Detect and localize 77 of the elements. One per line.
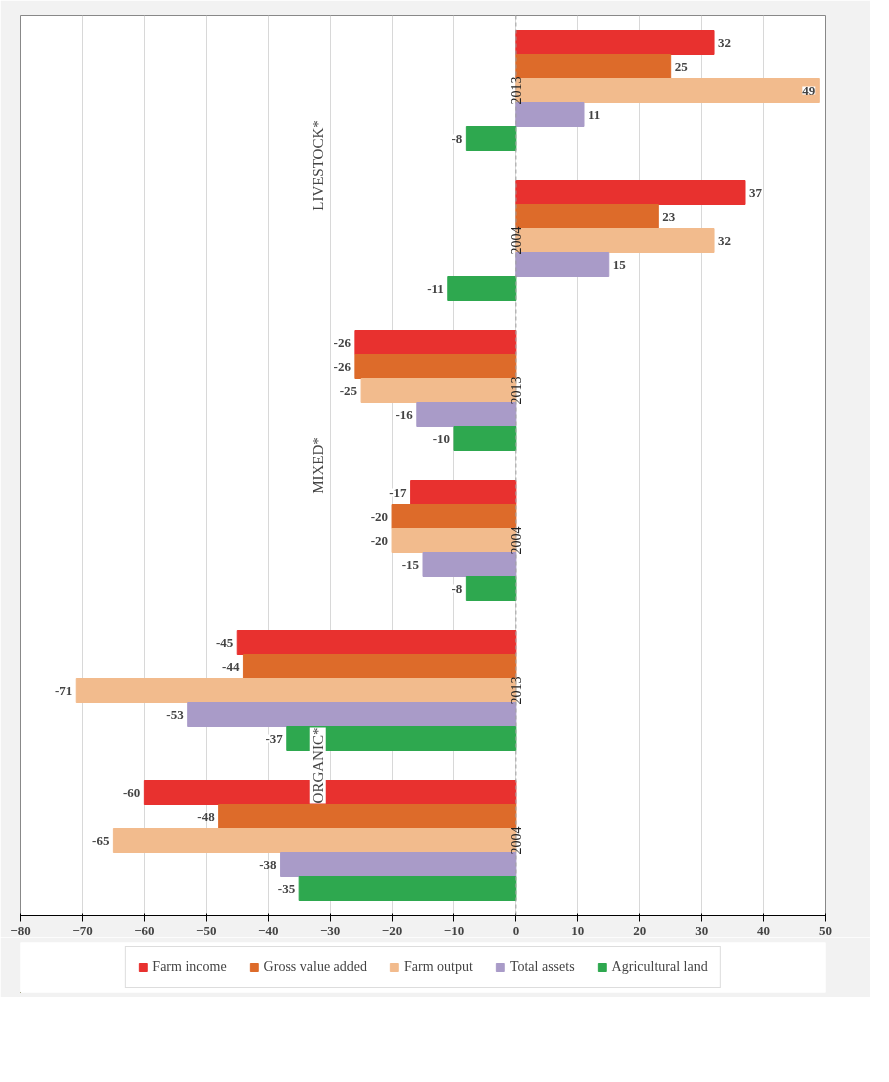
bar	[242, 654, 517, 679]
data-label: -10	[432, 430, 450, 446]
legend-label: Gross value added	[263, 959, 368, 975]
bar	[515, 102, 585, 127]
data-label: -48	[197, 808, 216, 824]
data-label: -65	[92, 832, 110, 848]
bar	[187, 702, 517, 727]
y-tick-label: 2004	[508, 226, 524, 255]
bar	[515, 180, 746, 205]
legend-label: Farm income	[152, 959, 227, 975]
data-label: 23	[662, 208, 676, 224]
x-tick-label: 30	[695, 922, 709, 938]
y-tick-label: 2004	[508, 526, 524, 555]
bar	[515, 30, 715, 55]
data-label: -20	[370, 508, 389, 524]
data-label: -11	[427, 280, 444, 296]
bar	[465, 576, 517, 601]
bar	[515, 54, 672, 79]
bar	[354, 354, 517, 379]
data-label: 15	[612, 256, 627, 272]
y-tick-label: 2013	[508, 676, 524, 705]
x-tick-label: 20	[633, 922, 647, 938]
bar	[298, 876, 517, 901]
bar	[410, 480, 517, 505]
data-label: -26	[333, 358, 352, 374]
data-label: 25	[674, 58, 689, 74]
legend-label: Total assets	[509, 959, 575, 975]
x-tick-label: 50	[819, 922, 832, 938]
data-label: 49	[802, 82, 816, 98]
data-label: -15	[401, 556, 420, 572]
bar	[416, 402, 517, 427]
data-label: -16	[395, 406, 414, 422]
bar	[280, 852, 517, 877]
data-label: 37	[749, 184, 763, 200]
data-label: 32	[718, 232, 732, 248]
data-label: -38	[259, 856, 278, 872]
data-label: -37	[265, 730, 284, 746]
data-label: -44	[222, 658, 240, 674]
data-label: -25	[339, 382, 358, 398]
legend-label: Farm output	[404, 959, 473, 975]
data-label: -45	[215, 634, 234, 650]
y-tick-label: 2013	[508, 76, 524, 105]
bar	[354, 330, 517, 355]
x-tick-label: 10	[571, 922, 585, 938]
data-label: -35	[277, 880, 296, 896]
bar	[465, 126, 517, 151]
x-tick-label: 40	[757, 922, 771, 938]
x-tick-label: −80	[10, 922, 31, 938]
bar	[236, 630, 517, 655]
x-tick-label: −40	[257, 922, 279, 938]
y-tick-label: 2013	[508, 376, 524, 405]
data-label: -17	[389, 484, 408, 500]
annotation: LIVESTOCK*	[309, 120, 326, 211]
bar	[515, 252, 610, 277]
data-label: -26	[333, 334, 352, 350]
data-label: -53	[166, 706, 185, 722]
y-tick-label: 2004	[508, 826, 524, 855]
bar	[447, 276, 517, 301]
legend-label: Agricultural land	[611, 959, 708, 975]
x-tick-label: −60	[134, 922, 155, 938]
x-tick-label: −10	[443, 922, 465, 938]
data-label: 11	[588, 106, 601, 122]
bar	[453, 426, 517, 451]
data-label: -71	[54, 682, 73, 698]
x-tick-label: 0	[512, 922, 520, 938]
data-label: 32	[718, 34, 732, 50]
x-tick-label: −50	[196, 922, 217, 938]
x-tick-label: −30	[319, 922, 341, 938]
data-label: -8	[451, 130, 463, 146]
data-label: -8	[451, 580, 463, 596]
bar	[422, 552, 517, 577]
x-tick-label: −70	[72, 922, 93, 938]
annotation: MIXED*	[309, 437, 326, 494]
annotation: ORGANIC*	[309, 727, 326, 804]
x-tick-label: −20	[381, 922, 403, 938]
data-label: -60	[123, 784, 141, 800]
data-label: -20	[370, 532, 389, 548]
